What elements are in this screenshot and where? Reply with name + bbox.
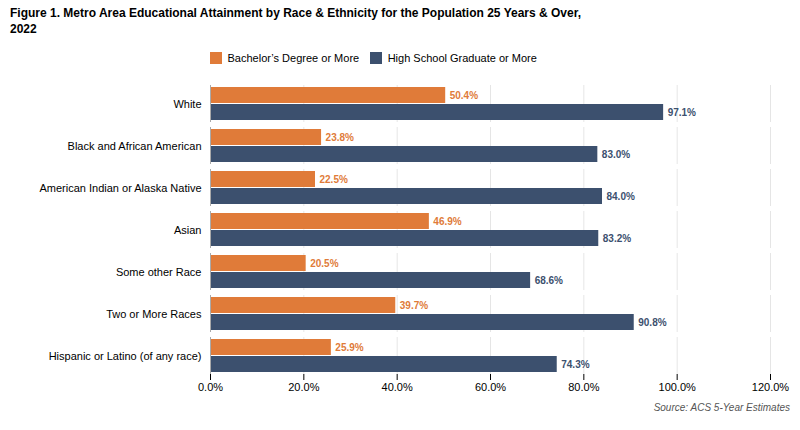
- html-text:Figure 1. Metro Area Education: Figure 1. Metro Area Educational Attainm…: [10, 6, 581, 36]
- svg-text:Black and African American: Black and African American: [68, 139, 202, 151]
- svg-text:39.7%: 39.7%: [400, 299, 428, 310]
- svg-text:83.2%: 83.2%: [603, 232, 631, 243]
- svg-text:23.8%: 23.8%: [326, 131, 354, 142]
- svg-text:22.5%: 22.5%: [320, 173, 348, 184]
- svg-text:84.0%: 84.0%: [607, 190, 635, 201]
- svg-text:120.0%: 120.0%: [752, 381, 790, 393]
- html-text:Source: ACS 5-Year Estimates: Source: ACS 5-Year Estimates: [653, 401, 790, 413]
- svg-text:90.8%: 90.8%: [638, 316, 666, 327]
- svg-text:25.9%: 25.9%: [335, 341, 363, 352]
- svg-text:74.3%: 74.3%: [561, 358, 589, 369]
- svg-text:97.1%: 97.1%: [668, 106, 696, 117]
- svg-text:20.5%: 20.5%: [310, 257, 338, 268]
- svg-text:60.0%: 60.0%: [475, 381, 506, 393]
- html-text:High School Graduate or More: High School Graduate or More: [387, 51, 537, 64]
- svg-text:20.0%: 20.0%: [288, 381, 319, 393]
- svg-text:80.0%: 80.0%: [568, 381, 599, 393]
- svg-text:40.0%: 40.0%: [382, 381, 413, 393]
- svg-text:46.9%: 46.9%: [433, 215, 461, 226]
- svg-text:Hispanic or Latino (of any rac: Hispanic or Latino (of any race): [49, 349, 202, 361]
- svg-text:50.4%: 50.4%: [450, 89, 478, 100]
- svg-text:100.0%: 100.0%: [659, 381, 697, 393]
- svg-text:Two or More Races: Two or More Races: [106, 307, 202, 319]
- svg-text:0.0%: 0.0%: [198, 381, 223, 393]
- svg-text:Asian: Asian: [174, 223, 202, 235]
- html-text:Bachelor’s Degree or More: Bachelor’s Degree or More: [227, 51, 360, 64]
- svg-text:American Indian or Alaska Nati: American Indian or Alaska Native: [39, 181, 201, 193]
- svg-text:83.0%: 83.0%: [602, 148, 630, 159]
- svg-text:Some other Race: Some other Race: [116, 265, 202, 277]
- svg-text:68.6%: 68.6%: [535, 274, 563, 285]
- svg-text:White: White: [173, 97, 201, 109]
